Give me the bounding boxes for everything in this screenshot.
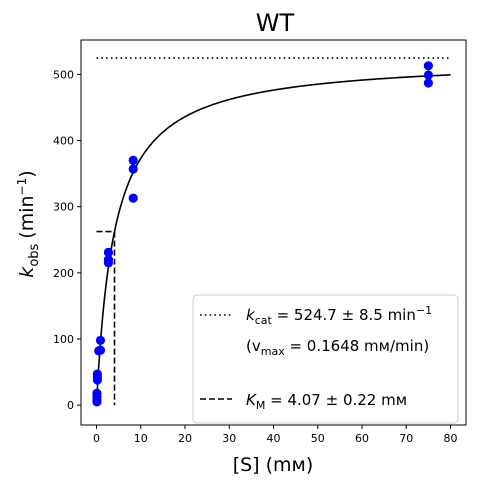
fit-curve bbox=[95, 74, 451, 401]
y-axis-label-sup: −1 bbox=[15, 178, 29, 196]
y-axis-label-unit: (min bbox=[16, 195, 38, 238]
x-tick-label: 40 bbox=[267, 432, 281, 445]
data-point bbox=[95, 345, 106, 355]
x-axis: 0 10 20 30 40 50 60 70 80 bbox=[93, 425, 458, 445]
data-point bbox=[92, 369, 102, 379]
y-axis-label-sub: obs bbox=[27, 243, 42, 266]
x-tick-label: 60 bbox=[355, 432, 369, 445]
y-axis-label-main: k bbox=[16, 266, 38, 278]
data-point bbox=[103, 247, 114, 257]
y-axis-label-close: ) bbox=[16, 170, 38, 177]
x-tick-label: 30 bbox=[222, 432, 236, 445]
data-point bbox=[423, 70, 433, 80]
plot-area bbox=[92, 57, 451, 407]
legend-km-text: KM = 4.07 ± 0.22 mм bbox=[246, 391, 407, 412]
y-tick-label: 200 bbox=[53, 267, 74, 280]
legend: kcat = 524.7 ± 8.5 min−1 (vmax = 0.1648 … bbox=[192, 294, 459, 424]
x-tick-label: 20 bbox=[178, 432, 192, 445]
y-tick-label: 100 bbox=[53, 333, 74, 346]
x-tick-label: 10 bbox=[134, 432, 148, 445]
data-point bbox=[92, 388, 102, 398]
data-point bbox=[423, 61, 433, 71]
data-point bbox=[128, 155, 138, 165]
data-point bbox=[128, 164, 138, 174]
x-tick-label: 80 bbox=[444, 432, 458, 445]
legend-kcat-text: kcat = 524.7 ± 8.5 min−1 bbox=[246, 304, 432, 327]
x-tick-label: 0 bbox=[93, 432, 100, 445]
y-tick-label: 0 bbox=[67, 399, 74, 412]
chart-title: WT bbox=[256, 9, 295, 37]
y-axis-label: kobs (min−1) bbox=[15, 170, 42, 277]
legend-frame bbox=[192, 294, 459, 424]
data-point bbox=[128, 193, 138, 203]
y-tick-label: 300 bbox=[53, 201, 74, 214]
x-tick-label: 50 bbox=[311, 432, 325, 445]
x-axis-label: [S] (mм) bbox=[233, 454, 314, 476]
axes-frame bbox=[80, 39, 467, 426]
data-point bbox=[103, 255, 114, 265]
data-point bbox=[95, 335, 106, 345]
y-axis: 0 100 200 300 400 500 bbox=[53, 68, 81, 412]
legend-vmax-text: (vmax = 0.1648 mм/min) bbox=[246, 337, 429, 358]
y-tick-label: 400 bbox=[53, 135, 74, 148]
x-tick-label: 70 bbox=[399, 432, 413, 445]
data-point bbox=[423, 78, 433, 88]
y-tick-label: 500 bbox=[53, 68, 74, 81]
